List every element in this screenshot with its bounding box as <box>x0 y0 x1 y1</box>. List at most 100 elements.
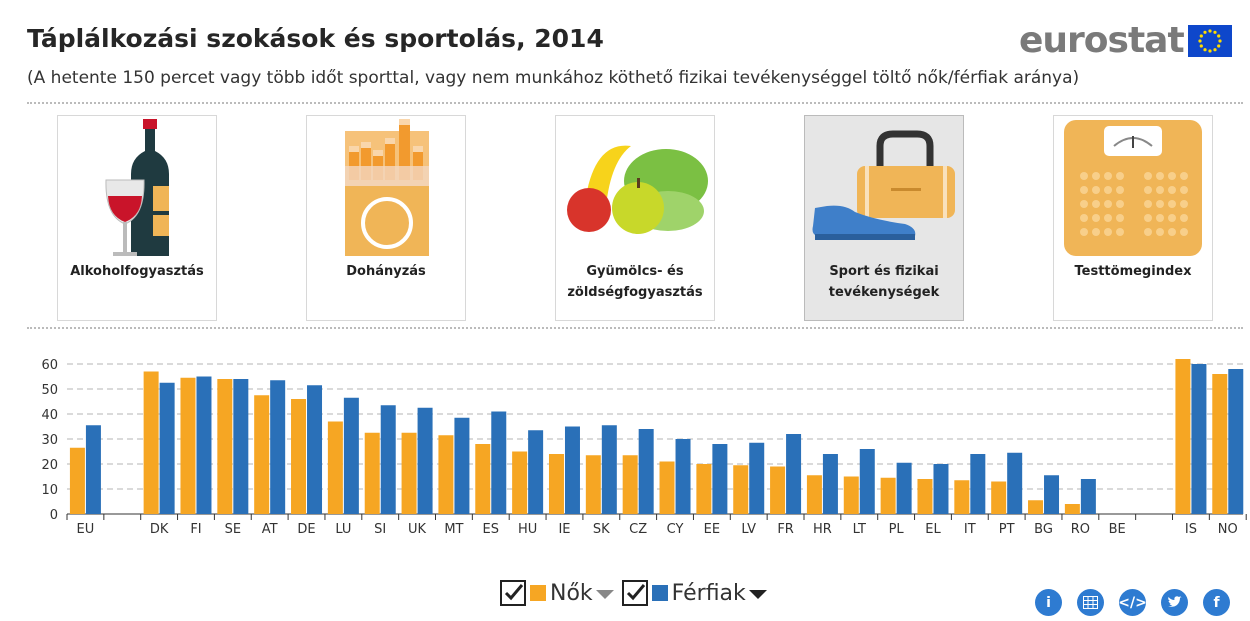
bar-women <box>475 444 491 514</box>
x-tick-label: EE <box>704 522 720 537</box>
x-tick-label: IE <box>558 522 570 537</box>
y-tick-label: 50 <box>41 383 58 398</box>
bar-men <box>417 407 433 514</box>
bar-women <box>254 395 270 514</box>
x-tick-label: BG <box>1034 522 1053 537</box>
bar-women <box>991 481 1007 514</box>
y-tick-label: 60 <box>41 358 58 373</box>
bar-women <box>880 477 896 514</box>
caret-down-icon[interactable] <box>595 590 614 599</box>
bar-women <box>143 371 159 514</box>
divider-top <box>27 102 1243 104</box>
bar-men <box>1228 369 1244 514</box>
tile-fruit-veg[interactable]: Gyümölcs- és zöldségfogyasztás <box>555 115 715 321</box>
tile-label: Testtömegindex <box>1074 264 1192 279</box>
page-title: Táplálkozási szokások és sportolás, 2014 <box>27 24 604 53</box>
x-tick-label: SI <box>374 522 386 537</box>
eurostat-logo[interactable]: eurostat <box>1019 20 1232 61</box>
cigarettes-icon <box>345 119 429 256</box>
x-tick-label: PL <box>889 522 905 537</box>
legend-men[interactable]: Férfiak <box>621 580 767 606</box>
legend-women[interactable]: Nők <box>500 580 614 606</box>
bar-women <box>659 461 675 514</box>
fruit-vegetable-icon <box>567 145 708 234</box>
x-tick-label: AT <box>262 522 278 537</box>
bar-men <box>822 454 838 514</box>
bar-men <box>933 464 949 514</box>
bar-men <box>233 379 249 514</box>
x-tick-label: MT <box>444 522 463 537</box>
legend-label-men: Férfiak <box>671 580 746 606</box>
x-tick-label: HU <box>518 522 537 537</box>
bar-women <box>512 451 528 514</box>
x-tick-label: DK <box>150 522 169 537</box>
legend-swatch-men <box>651 585 668 601</box>
bar-women <box>696 464 712 514</box>
legend-swatch-women <box>530 585 546 601</box>
wine-icon <box>105 119 169 256</box>
tile-sport[interactable]: Sport és fizikai tevékenységek <box>804 115 964 321</box>
bar-women <box>217 379 233 514</box>
bar-men <box>970 454 986 514</box>
tile-bmi[interactable]: Testtömegindex <box>1053 115 1213 321</box>
bar-men <box>1007 452 1023 514</box>
divider-middle <box>27 327 1243 329</box>
bar-women <box>770 466 786 514</box>
facebook-icon[interactable]: f <box>1203 589 1230 616</box>
x-tick-label: BE <box>1109 522 1126 537</box>
x-tick-label: LU <box>335 522 351 537</box>
bar-women <box>585 455 601 514</box>
bar-men <box>343 397 359 514</box>
x-tick-label: HR <box>813 522 832 537</box>
legend: Nők Férfiak <box>500 580 775 606</box>
x-tick-label: LV <box>741 522 756 537</box>
bar-women <box>806 475 822 514</box>
tile-label: Sport és fizikai tevékenységek <box>828 264 940 300</box>
x-tick-label: DE <box>297 522 315 537</box>
x-tick-label: IS <box>1185 522 1197 537</box>
x-tick-label: SE <box>225 522 241 537</box>
info-icon[interactable]: i <box>1035 589 1062 616</box>
tile-label: Dohányzás <box>346 264 426 279</box>
bar-men <box>196 376 212 514</box>
bar-men <box>1080 479 1096 514</box>
bar-men <box>712 444 728 514</box>
tile-label: Gyümölcs- és zöldségfogyasztás <box>567 264 703 300</box>
y-tick-label: 10 <box>41 483 58 498</box>
bar-women <box>401 432 417 514</box>
caret-down-icon[interactable] <box>748 590 767 599</box>
x-tick-label: CY <box>667 522 684 537</box>
bar-women <box>1064 504 1080 514</box>
checkbox-women[interactable] <box>500 580 526 606</box>
y-tick-label: 40 <box>41 408 58 423</box>
y-tick-label: 0 <box>50 508 58 523</box>
table-icon[interactable] <box>1077 589 1104 616</box>
eu-flag-icon <box>1187 24 1232 57</box>
bar-women <box>1175 359 1191 514</box>
bar-men <box>1044 475 1060 514</box>
bar-men <box>85 425 101 514</box>
checkbox-men[interactable] <box>621 580 648 606</box>
bar-women <box>1212 374 1228 514</box>
bar-women <box>843 476 859 514</box>
bar-women <box>438 435 454 514</box>
bar-men <box>491 411 507 514</box>
x-tick-label: PT <box>999 522 1015 537</box>
y-tick-label: 20 <box>41 458 58 473</box>
legend-label-women: Nők <box>550 580 593 606</box>
sport-bag-shoe-icon <box>812 130 955 240</box>
tile-alcohol[interactable]: Alkoholfogyasztás <box>57 115 217 321</box>
x-tick-label: RO <box>1071 522 1090 537</box>
bar-men <box>859 449 875 514</box>
bar-women <box>622 455 638 514</box>
bar-men <box>1191 364 1207 514</box>
bar-women <box>69 447 85 514</box>
x-tick-label: FI <box>190 522 201 537</box>
tile-smoking[interactable]: Dohányzás <box>306 115 466 321</box>
twitter-icon[interactable] <box>1161 589 1188 616</box>
bar-women <box>180 377 196 514</box>
bar-men <box>601 425 617 514</box>
x-tick-label: UK <box>408 522 427 537</box>
x-tick-label: CZ <box>629 522 647 537</box>
embed-icon[interactable]: </> <box>1118 589 1147 616</box>
